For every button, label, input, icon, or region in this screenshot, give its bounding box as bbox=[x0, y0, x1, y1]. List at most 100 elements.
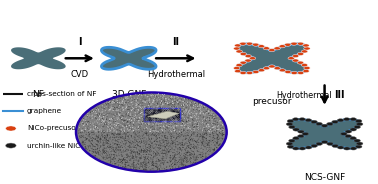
Point bbox=[98, 154, 104, 157]
Point bbox=[125, 100, 131, 103]
Point bbox=[110, 118, 116, 121]
Point bbox=[174, 116, 180, 119]
Point bbox=[208, 140, 214, 143]
Point bbox=[203, 112, 209, 115]
Point bbox=[133, 133, 139, 136]
Point bbox=[120, 102, 126, 105]
Point bbox=[104, 123, 110, 126]
Point bbox=[111, 117, 117, 120]
Point bbox=[133, 121, 139, 124]
Point bbox=[199, 126, 205, 129]
Point bbox=[193, 107, 199, 110]
Point bbox=[130, 157, 136, 160]
Point bbox=[164, 109, 170, 112]
Point bbox=[147, 146, 153, 149]
Point bbox=[102, 113, 108, 116]
Point bbox=[81, 122, 87, 125]
Point bbox=[107, 146, 113, 149]
Point bbox=[160, 168, 166, 171]
Point bbox=[172, 149, 178, 152]
Point bbox=[167, 122, 173, 125]
Point bbox=[187, 143, 194, 146]
Point bbox=[125, 148, 131, 151]
Point bbox=[113, 108, 119, 111]
Point bbox=[83, 124, 89, 127]
Point bbox=[132, 118, 138, 121]
Point bbox=[136, 123, 143, 125]
Point bbox=[188, 160, 194, 162]
Point bbox=[183, 160, 189, 162]
Point bbox=[88, 142, 94, 145]
Point bbox=[147, 115, 153, 118]
Point bbox=[149, 120, 155, 123]
Point bbox=[149, 102, 155, 105]
Point bbox=[79, 131, 85, 134]
Point bbox=[143, 168, 149, 171]
Point bbox=[123, 139, 129, 142]
Point bbox=[173, 97, 179, 100]
Point bbox=[92, 150, 98, 153]
Point bbox=[164, 125, 170, 128]
Point bbox=[150, 156, 156, 159]
Point bbox=[109, 133, 115, 136]
Point bbox=[160, 151, 166, 154]
Point bbox=[172, 97, 178, 100]
Point bbox=[133, 128, 139, 131]
Point bbox=[133, 118, 139, 121]
Point bbox=[210, 132, 216, 135]
Point bbox=[189, 137, 195, 140]
Point bbox=[150, 93, 156, 96]
Point bbox=[170, 109, 177, 112]
Point bbox=[166, 145, 172, 148]
Point bbox=[141, 121, 147, 124]
Point bbox=[210, 137, 216, 140]
Point bbox=[138, 122, 144, 125]
Point bbox=[188, 145, 194, 148]
Point bbox=[115, 121, 121, 124]
Point bbox=[170, 118, 176, 121]
Point bbox=[209, 128, 215, 131]
Point bbox=[101, 131, 107, 134]
Point bbox=[154, 155, 160, 158]
Point bbox=[125, 124, 132, 127]
Point bbox=[105, 134, 111, 137]
Point bbox=[106, 156, 112, 159]
Point bbox=[172, 126, 178, 129]
Point bbox=[146, 160, 152, 163]
Point bbox=[98, 118, 104, 121]
Point bbox=[174, 135, 180, 138]
Point bbox=[83, 129, 89, 132]
Point bbox=[157, 137, 163, 140]
Point bbox=[127, 113, 133, 116]
Point bbox=[101, 155, 107, 158]
Point bbox=[207, 133, 213, 136]
Point bbox=[208, 116, 214, 119]
Point bbox=[94, 125, 100, 128]
Point bbox=[192, 146, 198, 149]
Point bbox=[105, 144, 112, 147]
Point bbox=[163, 120, 169, 123]
Point bbox=[104, 142, 110, 145]
Point bbox=[214, 114, 220, 117]
Point bbox=[139, 163, 146, 166]
Point bbox=[154, 165, 160, 168]
Point bbox=[194, 141, 200, 144]
Point bbox=[123, 163, 129, 166]
Point bbox=[85, 125, 91, 128]
Point bbox=[112, 102, 118, 105]
Point bbox=[215, 124, 221, 127]
Point bbox=[94, 113, 100, 116]
Point bbox=[121, 114, 127, 117]
Point bbox=[185, 125, 191, 128]
Point bbox=[184, 155, 191, 158]
Point bbox=[171, 125, 177, 128]
Point bbox=[109, 153, 115, 156]
Point bbox=[179, 124, 185, 127]
Point bbox=[104, 118, 110, 121]
Point bbox=[88, 139, 94, 142]
Point bbox=[102, 122, 108, 125]
Point bbox=[126, 133, 132, 136]
Point bbox=[86, 139, 92, 142]
Point bbox=[118, 158, 124, 161]
Point bbox=[199, 135, 205, 138]
